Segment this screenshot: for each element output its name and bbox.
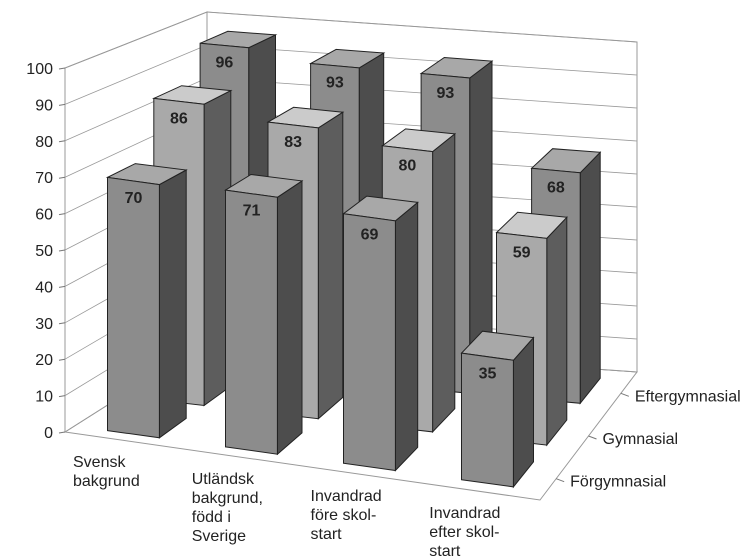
y-tick [58,395,66,398]
bar-side [158,169,187,439]
x-tick-label: Invandrad efter skol-start [429,505,500,558]
y-tick [58,322,66,325]
y-tick-label: 20 [35,352,53,369]
series-label: Förgymnasial [570,474,666,491]
data-label: 70 [125,190,143,207]
bar-side [512,336,534,489]
data-label: 69 [361,226,379,243]
y-tick-label: 10 [35,389,53,406]
data-label: 83 [284,134,302,151]
y-tick-label: 60 [35,207,53,224]
bar-side [276,179,303,456]
y-tick [58,213,66,216]
y-tick [58,67,66,70]
y-tick-label: 80 [35,134,53,151]
data-label: 35 [479,366,497,383]
y-tick [58,249,66,252]
y-tick [58,176,66,179]
y-tick-label: 70 [35,170,53,187]
bar [342,195,419,472]
data-label: 93 [326,75,344,92]
data-label: 96 [215,55,233,72]
bar-side [546,216,568,447]
data-label: 68 [547,180,565,197]
y-tick-label: 30 [35,316,53,333]
bar-front [461,352,514,488]
z-tick [620,392,630,397]
bar-side [579,151,601,405]
bar-front [107,176,160,439]
series-label: Gymnasial [603,431,679,448]
x-tick-label: Utländsk bakgrund, född i Sverige [192,471,263,545]
y-tick-label: 90 [35,97,53,114]
data-label: 80 [399,158,417,175]
y-tick [58,285,66,288]
bar-side [394,201,419,472]
x-tick-label: Svensk bakgrund [73,454,140,490]
y-tick-label: 40 [35,279,53,296]
bar [460,330,535,489]
y-tick [58,431,66,434]
z-tick [588,435,597,440]
series-label: Eftergymnasial [635,388,741,405]
data-label: 59 [513,244,531,261]
y-tick-label: 0 [44,425,53,442]
z-tick [555,478,565,483]
data-label: 86 [170,110,188,127]
bar-front [225,189,278,455]
data-label: 93 [436,85,454,102]
x-tick-label: Invandrad före skol-start [311,488,382,543]
data-label: 71 [243,203,261,220]
bar-side [317,111,344,420]
bar [224,173,304,456]
y-tick [58,140,66,143]
y-tick-label: 100 [26,61,53,78]
y-tick-label: 50 [35,243,53,260]
bar-front [343,213,396,472]
grid-line [64,11,638,69]
y-tick [58,358,66,361]
bar-side [432,132,456,434]
bar [105,163,188,439]
y-tick [58,103,66,106]
